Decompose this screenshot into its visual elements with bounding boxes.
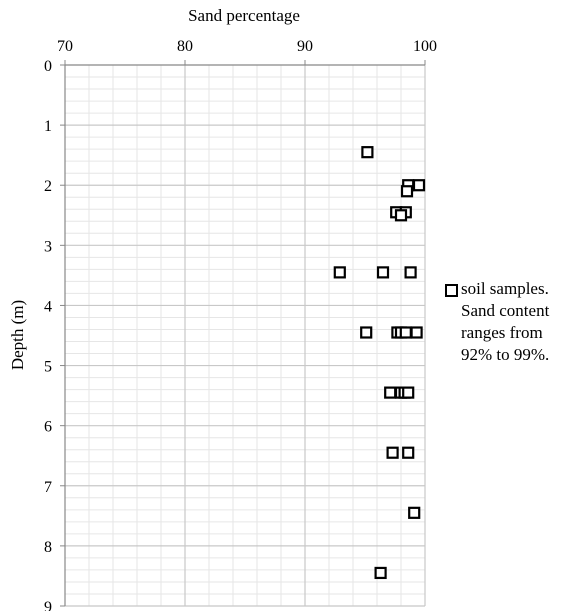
data-point <box>333 266 346 279</box>
x-tick-label: 70 <box>57 38 73 55</box>
data-point <box>384 386 397 399</box>
data-point <box>402 446 415 459</box>
data-point <box>360 326 373 339</box>
x-tick-label: 80 <box>177 38 193 55</box>
legend-line: 92% to 99%. <box>461 345 550 364</box>
y-tick-label: 0 <box>44 58 52 75</box>
y-tick-label: 3 <box>44 238 52 255</box>
legend-line: soil samples. <box>461 279 549 298</box>
data-point <box>412 179 426 192</box>
y-tick-label: 7 <box>44 479 52 496</box>
x-axis-label: Sand percentage <box>188 6 300 25</box>
y-tick-label: 9 <box>44 599 52 611</box>
y-tick-labels: 0 1 2 3 4 5 6 7 8 9 <box>44 58 52 611</box>
data-point <box>402 386 415 399</box>
y-axis-label: Depth (m) <box>8 300 27 370</box>
legend-line: Sand content <box>461 301 550 320</box>
legend-text: soil samples. Sand content ranges from 9… <box>461 278 586 366</box>
minor-grid <box>65 65 425 606</box>
data-point <box>376 266 390 279</box>
y-tick-label: 1 <box>44 118 52 135</box>
data-point <box>410 326 423 339</box>
data-point <box>400 185 414 198</box>
y-tick-label: 6 <box>44 419 52 436</box>
data-point <box>394 209 408 222</box>
y-tick-label: 2 <box>44 178 52 195</box>
x-tick-labels: 70 80 90 100 <box>57 38 437 55</box>
y-tick-label: 4 <box>44 298 52 315</box>
major-grid <box>65 65 426 607</box>
axes <box>60 60 426 607</box>
legend-marker-square-icon <box>445 284 458 297</box>
x-tick-label: 100 <box>413 38 437 55</box>
data-point <box>374 566 387 580</box>
data-point <box>361 146 374 159</box>
data-points <box>333 146 426 580</box>
y-tick-label: 5 <box>44 359 52 376</box>
data-point <box>399 326 412 339</box>
data-point <box>404 266 417 279</box>
legend-line: ranges from <box>461 323 543 342</box>
y-tick-label: 8 <box>44 539 52 556</box>
x-tick-label: 90 <box>297 38 313 55</box>
data-point <box>408 506 421 519</box>
data-point <box>386 446 399 459</box>
